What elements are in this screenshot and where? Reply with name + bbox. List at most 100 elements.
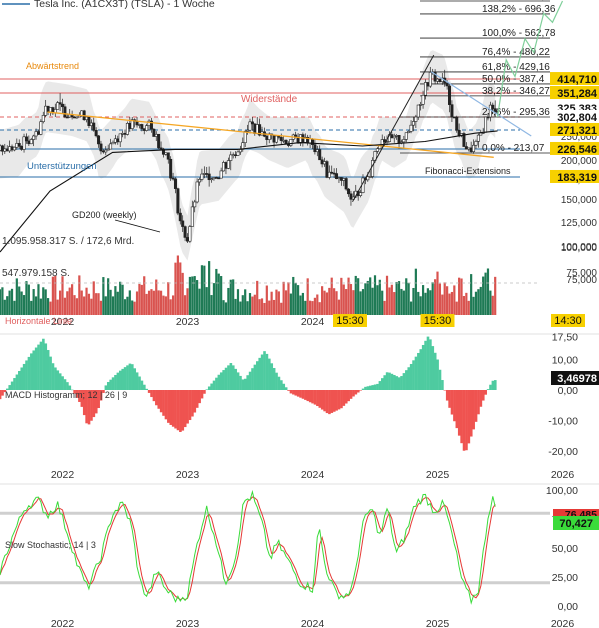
volume-bar [311,301,314,315]
volume-bar [284,290,288,315]
volume-bar [426,288,429,315]
volume-bar [294,282,297,315]
candle-body [274,135,278,143]
volume-bar [32,289,35,315]
candle-body [433,71,437,82]
macd-histogram-bar [325,390,329,414]
candle-body [75,116,79,119]
candle-body [402,139,406,143]
macd-histogram-bar [68,385,72,390]
x-tick-label: 2024 [301,618,325,628]
macd-histogram-bar [212,380,216,390]
volume-bar [119,281,122,315]
macd-histogram-bar [167,390,170,423]
volume-bar [215,268,218,315]
price-badge-label: 302,804 [557,112,598,124]
volume-bar [200,265,204,315]
volume-bar [222,300,225,315]
macd-histogram-bar [97,390,100,409]
volume-bar [208,261,211,315]
candle-body [12,146,16,151]
volume-bar [196,280,199,315]
candle-body [315,149,319,153]
price-badge-label: 226,546 [557,144,597,156]
macd-histogram-bar [181,390,185,431]
macd-histogram-bar [114,374,117,390]
volume-bar [462,296,466,315]
macd-histogram-bar [162,390,165,416]
macd-histogram-bar [330,390,334,413]
volume-bar [97,293,100,315]
macd-histogram-bar [39,341,43,390]
macd-histogram-bar [349,390,353,399]
candle-body [476,134,480,142]
macd-histogram-bar [272,367,276,390]
candle-body [219,170,223,179]
macd-histogram-bar [477,390,480,415]
candle-body [166,152,170,160]
volume-bar [114,286,117,315]
macd-histogram-bar [20,367,24,390]
macd-histogram-bar [368,385,372,390]
candle-body [181,220,185,227]
candle-body [308,138,312,144]
volume-bar [107,278,110,315]
volume-bar [229,279,232,315]
volume-bar [474,291,478,315]
stoch-tick-label: 50,00 [552,543,578,555]
macd-histogram-bar [282,383,286,390]
volume-bar [157,290,160,315]
macd-histogram-bar [373,384,377,390]
gd200-line [0,130,498,253]
volume-bar [479,286,482,315]
macd-histogram-bar [388,372,391,390]
macd-histogram-bar [90,390,93,421]
macd-histogram-bar [462,390,466,451]
stoch-k-label: 70,427 [559,518,593,530]
candle-body [332,172,336,175]
macd-histogram-bar [467,390,471,444]
macd-histogram-bar [3,390,7,393]
price-badge [550,109,599,123]
macd-histogram-bar [469,390,473,437]
candle-body [137,124,141,126]
candle-body [46,105,50,113]
candle-body [342,178,346,181]
macd-histogram-bar [66,382,69,390]
fibonacci-swing-line [352,54,435,203]
macd-histogram-bar [378,381,382,390]
volume-bar [220,276,223,315]
candle-body [34,131,38,137]
macd-histogram-bar [493,380,497,390]
candle-body [234,154,238,157]
candle-body [65,116,69,119]
fibonacci-level-label: 0,0% - 213,07 [482,143,545,154]
candle-body [411,121,415,126]
candle-body [140,124,144,129]
fibonacci-level-label: 161,8% - 778,90 [482,0,556,2]
macd-tick-label: -20,00 [548,446,578,458]
candle-body [335,173,339,179]
volume-bar [296,285,300,315]
macd-histogram-bar [174,390,177,429]
volume-bar [431,282,434,315]
volume-bar [8,290,11,315]
macd-histogram-bar [75,390,79,398]
candle-body [282,139,286,142]
macd-histogram-bar [63,379,67,390]
volume-bar [438,283,442,315]
candle-body [255,124,259,134]
candle-body [359,192,363,196]
candle-body [298,134,302,144]
candle-body [85,116,89,121]
candle-body [226,160,230,169]
macd-histogram-bar [253,364,257,390]
candle-body [44,105,48,116]
stoch-tick-label: 100,00 [546,485,578,497]
volume-bar [121,284,124,315]
price-badge-label: 271,321 [557,125,597,137]
volume-bar [272,299,276,315]
macd-histogram-bar [294,390,298,396]
macd-last-label: 3,46978 [557,373,597,385]
stoch-title: Slow Stochastic; 14 | 3 [5,540,96,550]
